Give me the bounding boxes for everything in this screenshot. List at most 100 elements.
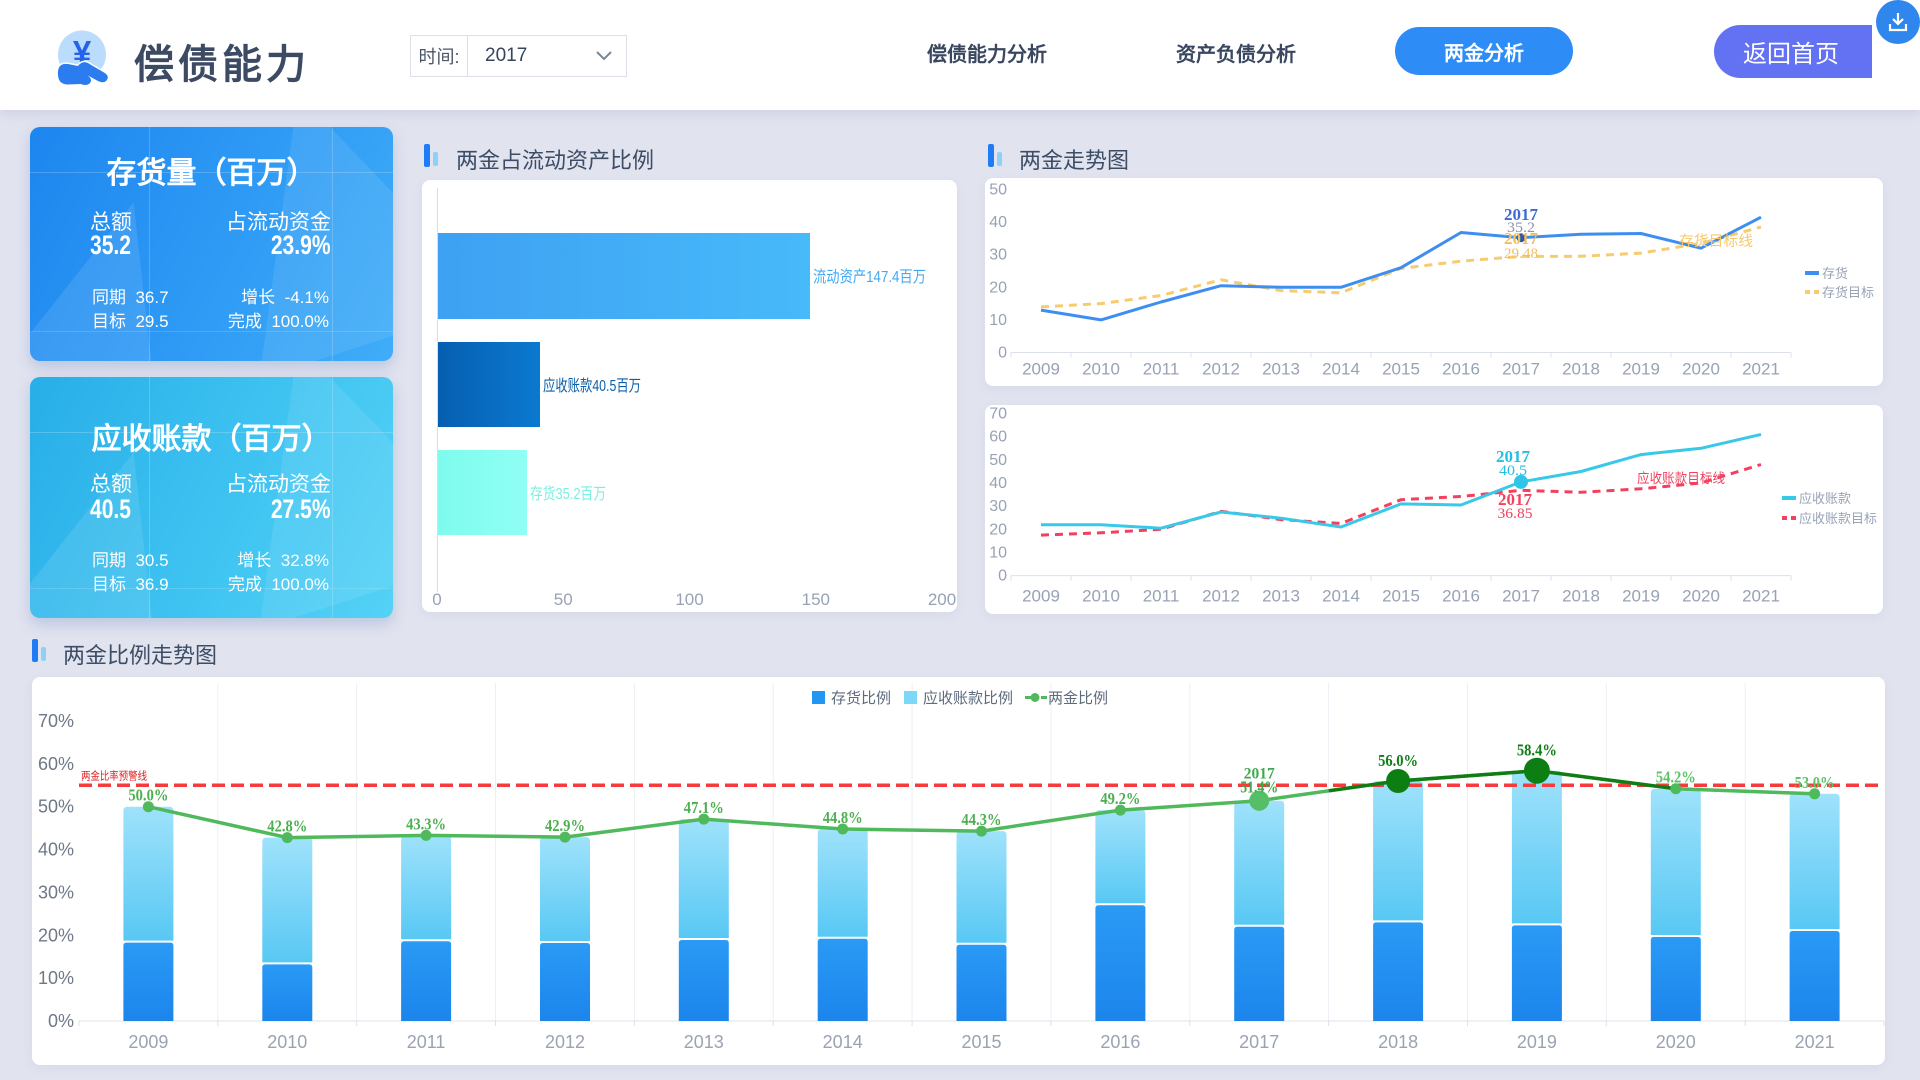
svg-text:2021: 2021	[1742, 587, 1780, 606]
svg-text:0: 0	[998, 345, 1007, 362]
svg-text:2016: 2016	[1442, 360, 1480, 379]
svg-text:存货比例: 存货比例	[831, 690, 891, 707]
svg-text:应收账款比例: 应收账款比例	[923, 689, 1013, 707]
svg-text:2015: 2015	[1382, 587, 1420, 606]
svg-text:2020: 2020	[1656, 1032, 1696, 1052]
svg-text:43.3%: 43.3%	[406, 814, 446, 833]
svg-text:54.2%: 54.2%	[1656, 768, 1696, 787]
svg-text:36.85: 36.85	[1498, 506, 1533, 522]
svg-text:42.8%: 42.8%	[267, 817, 307, 836]
svg-text:2014: 2014	[1322, 587, 1360, 606]
svg-text:2018: 2018	[1562, 587, 1600, 606]
svg-text:2016: 2016	[1100, 1032, 1140, 1052]
svg-text:60%: 60%	[38, 754, 74, 774]
svg-text:0%: 0%	[48, 1011, 74, 1031]
svg-text:20: 20	[989, 279, 1007, 296]
svg-text:40.5: 40.5	[1499, 463, 1527, 479]
svg-text:应收账款40.5百万: 应收账款40.5百万	[543, 376, 641, 395]
svg-text:10%: 10%	[38, 968, 74, 988]
svg-text:70: 70	[989, 406, 1007, 423]
svg-text:应收账款目标线: 应收账款目标线	[1637, 470, 1725, 486]
svg-text:2017: 2017	[1504, 229, 1539, 248]
svg-text:40: 40	[989, 214, 1007, 231]
svg-text:10: 10	[989, 312, 1007, 329]
svg-text:2020: 2020	[1682, 360, 1720, 379]
svg-text:2019: 2019	[1622, 587, 1660, 606]
svg-text:2014: 2014	[823, 1032, 863, 1052]
svg-text:2017: 2017	[1504, 205, 1539, 224]
svg-text:2009: 2009	[1022, 587, 1060, 606]
svg-text:2013: 2013	[684, 1032, 724, 1052]
svg-text:30: 30	[989, 247, 1007, 264]
svg-text:50: 50	[989, 182, 1007, 199]
svg-text:2012: 2012	[545, 1032, 585, 1052]
svg-text:存货: 存货	[1822, 266, 1848, 281]
svg-text:53.0%: 53.0%	[1795, 773, 1835, 792]
svg-text:2013: 2013	[1262, 587, 1300, 606]
svg-text:应收账款: 应收账款	[1799, 491, 1851, 506]
svg-text:200: 200	[928, 590, 956, 609]
svg-text:存货35.2百万: 存货35.2百万	[530, 485, 606, 503]
svg-text:50%: 50%	[38, 797, 74, 817]
svg-text:2020: 2020	[1682, 587, 1720, 606]
svg-text:2012: 2012	[1202, 360, 1240, 379]
svg-text:存货目标线: 存货目标线	[1679, 233, 1753, 250]
svg-text:2017: 2017	[1244, 766, 1275, 783]
svg-text:70%: 70%	[38, 711, 74, 731]
svg-text:35.2: 35.2	[1507, 220, 1535, 236]
svg-text:44.3%: 44.3%	[962, 810, 1002, 829]
svg-text:58.4%: 58.4%	[1517, 741, 1557, 760]
svg-text:2015: 2015	[961, 1032, 1001, 1052]
svg-text:2013: 2013	[1262, 360, 1300, 379]
svg-text:49.2%: 49.2%	[1100, 789, 1140, 808]
svg-text:30: 30	[989, 498, 1007, 515]
svg-text:100: 100	[675, 590, 703, 609]
svg-text:2017: 2017	[1496, 447, 1531, 466]
svg-text:60: 60	[989, 429, 1007, 446]
svg-text:40: 40	[989, 475, 1007, 492]
svg-text:50.0%: 50.0%	[128, 786, 168, 805]
svg-text:0: 0	[432, 590, 441, 609]
svg-text:2012: 2012	[1202, 587, 1240, 606]
svg-text:2016: 2016	[1442, 587, 1480, 606]
svg-text:40%: 40%	[38, 840, 74, 860]
svg-text:两金比率预警线: 两金比率预警线	[81, 768, 147, 782]
svg-text:2010: 2010	[1082, 360, 1120, 379]
svg-text:2010: 2010	[267, 1032, 307, 1052]
svg-text:30%: 30%	[38, 882, 74, 902]
svg-text:56.0%: 56.0%	[1378, 751, 1418, 770]
svg-text:2014: 2014	[1322, 360, 1360, 379]
svg-text:2018: 2018	[1378, 1032, 1418, 1052]
svg-text:150: 150	[802, 590, 830, 609]
svg-text:2009: 2009	[128, 1032, 168, 1052]
svg-text:2019: 2019	[1622, 360, 1660, 379]
svg-text:10: 10	[989, 545, 1007, 562]
svg-text:51.4%: 51.4%	[1240, 778, 1278, 797]
svg-text:47.1%: 47.1%	[684, 798, 724, 817]
svg-text:应收账款目标: 应收账款目标	[1799, 511, 1877, 526]
svg-text:2021: 2021	[1742, 360, 1780, 379]
svg-text:2019: 2019	[1517, 1032, 1557, 1052]
svg-text:44.8%: 44.8%	[823, 808, 863, 827]
svg-text:2018: 2018	[1562, 360, 1600, 379]
svg-text:50: 50	[554, 590, 573, 609]
svg-text:0: 0	[998, 568, 1007, 585]
svg-text:存货目标: 存货目标	[1822, 285, 1874, 300]
svg-text:2011: 2011	[1143, 360, 1180, 379]
svg-text:2017: 2017	[1239, 1032, 1279, 1052]
svg-text:2010: 2010	[1082, 587, 1120, 606]
svg-text:2017: 2017	[1502, 587, 1540, 606]
svg-text:2009: 2009	[1022, 360, 1060, 379]
svg-text:2021: 2021	[1795, 1032, 1835, 1052]
svg-text:流动资产147.4百万: 流动资产147.4百万	[813, 268, 926, 286]
svg-text:2017: 2017	[1502, 360, 1540, 379]
svg-text:50: 50	[989, 452, 1007, 469]
svg-text:2011: 2011	[1143, 587, 1180, 606]
svg-text:42.9%: 42.9%	[545, 816, 585, 835]
svg-text:2015: 2015	[1382, 360, 1420, 379]
svg-text:29.48: 29.48	[1504, 246, 1538, 262]
svg-text:2017: 2017	[1498, 490, 1533, 509]
svg-text:20: 20	[989, 521, 1007, 538]
svg-text:2011: 2011	[407, 1032, 446, 1052]
svg-text:20%: 20%	[38, 925, 74, 945]
